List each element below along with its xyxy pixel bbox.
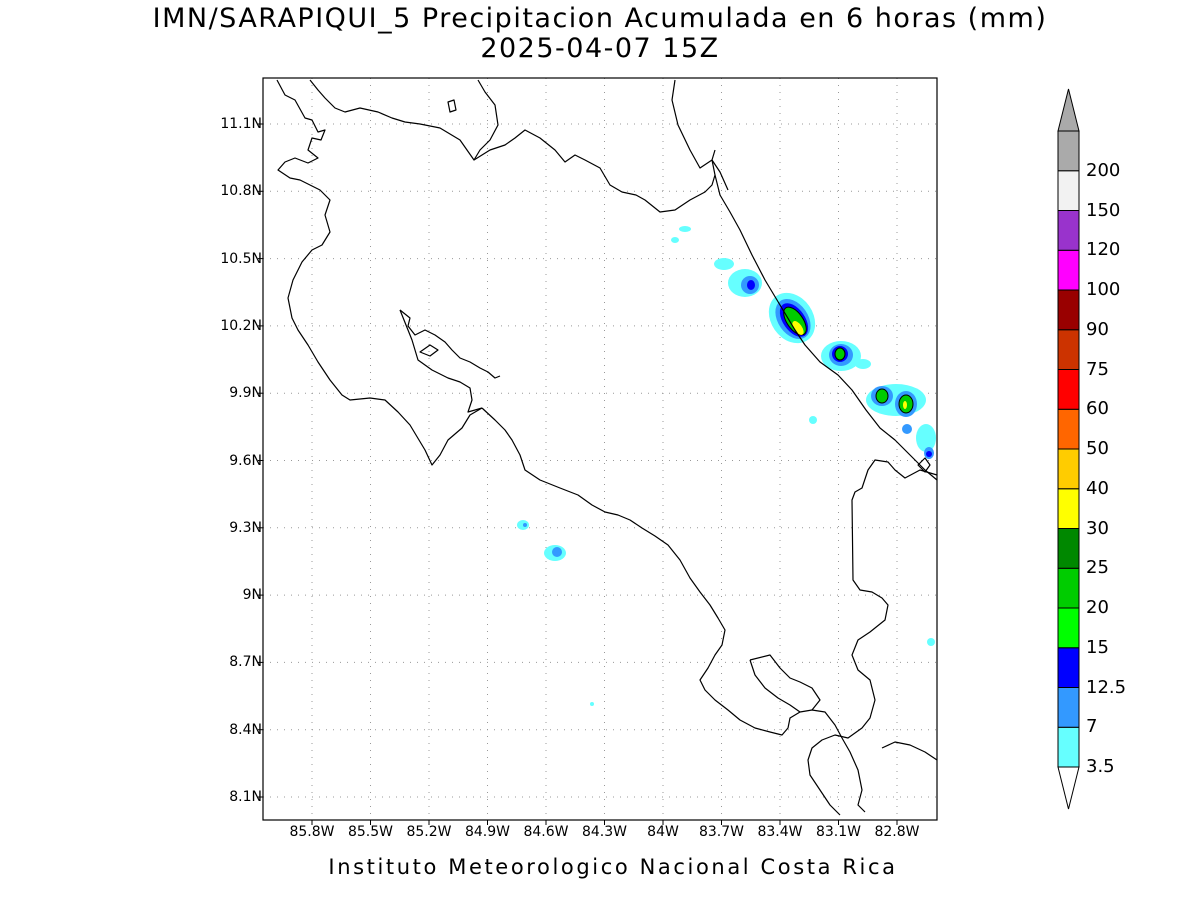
precip-cell [855,359,871,369]
precip-cell [926,451,932,457]
lon-tick-label: 84.6W [523,824,569,840]
colorbar-lower-arrow [1057,766,1080,810]
colorbar-swatch [1057,408,1080,450]
colorbar-level-label: 20 [1086,597,1109,618]
colorbar-level-label: 40 [1086,477,1109,499]
colorbar-swatch [1057,289,1080,331]
precip-cell [792,321,804,335]
precip-cell [916,424,936,452]
colorbar-level-label: 120 [1086,239,1121,261]
lon-tick-label: 84.9W [464,824,510,840]
map-grid [263,78,937,820]
colorbar-swatch [1057,130,1080,172]
lat-tick-label: 9.6N [229,452,262,469]
nicoya-peninsula-coast [399,309,483,413]
map-valid-time: 2025-04-07 15Z [480,33,720,64]
panama-south-coast [881,741,938,761]
lon-tick-label: 83.7W [698,824,744,840]
precip-cell [590,702,594,706]
lat-tick-label: 10.8N [220,183,262,200]
precip-cell [679,226,691,232]
colorbar-swatch [1057,488,1080,529]
colorbar-level-label: 60 [1086,398,1109,420]
lat-tick-label: 10.5N [220,250,262,267]
precip-cell [671,237,679,243]
coastlines [276,79,938,816]
colorbar-swatch [1057,647,1080,688]
precip-cell [714,258,734,270]
lat-tick-label: 8.7N [229,654,262,671]
lat-tick-label: 11.1N [220,116,262,132]
colorbar-level-label: 25 [1086,557,1109,579]
colorbar-swatch [1057,210,1080,251]
colorbar [1057,88,1080,810]
lon-tick-label: 85.8W [289,824,335,840]
lat-tick-label: 9.3N [229,519,262,536]
lon-tick-label: 85.5W [347,824,393,840]
colorbar-swatch [1057,687,1080,728]
colorbar-level-label: 75 [1086,358,1109,380]
precip-cell [523,523,527,527]
axis-ticks [258,123,898,825]
precip-cell [809,416,817,424]
lon-tick-label: 84W [647,824,679,840]
lon-tick-label: 84.3W [581,824,627,840]
colorbar-level-label: 3.5 [1086,756,1115,777]
colorbar-level-label: 100 [1086,279,1121,300]
colorbar-level-label: 90 [1086,318,1109,340]
osa-peninsula-coast [749,659,801,713]
chira-island [419,344,439,357]
precip-cell [903,401,907,409]
colorbar-swatch [1057,528,1080,569]
lon-tick-label: 82.8W [874,824,920,840]
colorbar-swatch [1057,170,1080,211]
footer-credit: Instituto Meteorologico Nacional Costa R… [328,855,898,879]
map-frame [262,77,938,821]
colorbar-level-label: 12.5 [1086,676,1127,698]
precip-cell [552,547,562,557]
precip-cell [834,347,846,361]
colorbar-level-label: 30 [1086,517,1109,539]
lake-island [447,99,457,113]
map-title: IMN/SARAPIQUI_5 Precipitacion Acumulada … [152,3,1048,34]
precip-cell [875,388,889,404]
caribbean-coast-north [671,79,729,191]
colorbar-level-label: 50 [1086,438,1109,459]
golfo-dulce-coast [749,654,821,711]
colorbar-swatch [1057,329,1080,370]
colorbar-swatch [1057,369,1080,410]
burica-peninsula [841,737,866,813]
lon-tick-label: 83.4W [757,824,803,840]
precip-cell [747,280,755,290]
lat-tick-label: 9.9N [229,385,262,402]
colorbar-swatch [1057,249,1080,291]
colorbar-level-label: 7 [1086,716,1098,738]
pacific-coast-south [481,407,843,739]
colorbar-swatch [1057,448,1080,490]
lake-nicaragua-shore [309,79,499,161]
colorbar-swatch [1057,607,1080,649]
precip-cell [927,638,935,646]
lat-tick-label: 8.4N [229,721,262,738]
colorbar-swatch [1057,726,1080,768]
caribbean-coast [714,174,938,481]
gulf-of-nicoya-coast [399,309,501,379]
lon-tick-label: 83.1W [815,824,861,840]
lat-tick-label: 10.2N [220,317,262,334]
lat-tick-label: 8.1N [229,789,262,805]
colorbar-upper-arrow [1057,88,1080,132]
lon-tick-label: 85.2W [406,824,452,840]
north-border [473,129,716,213]
panama-border [807,459,938,816]
bocas-islands [917,457,931,473]
lat-tick-label: 9N [242,587,262,604]
precipitation-field [517,226,936,706]
colorbar-level-label: 200 [1086,159,1121,181]
precip-cell [902,424,912,434]
colorbar-level-label: 15 [1086,636,1109,658]
nicaragua-pacific-coast [276,79,483,466]
colorbar-swatch [1057,567,1080,609]
colorbar-level-label: 150 [1086,199,1121,221]
